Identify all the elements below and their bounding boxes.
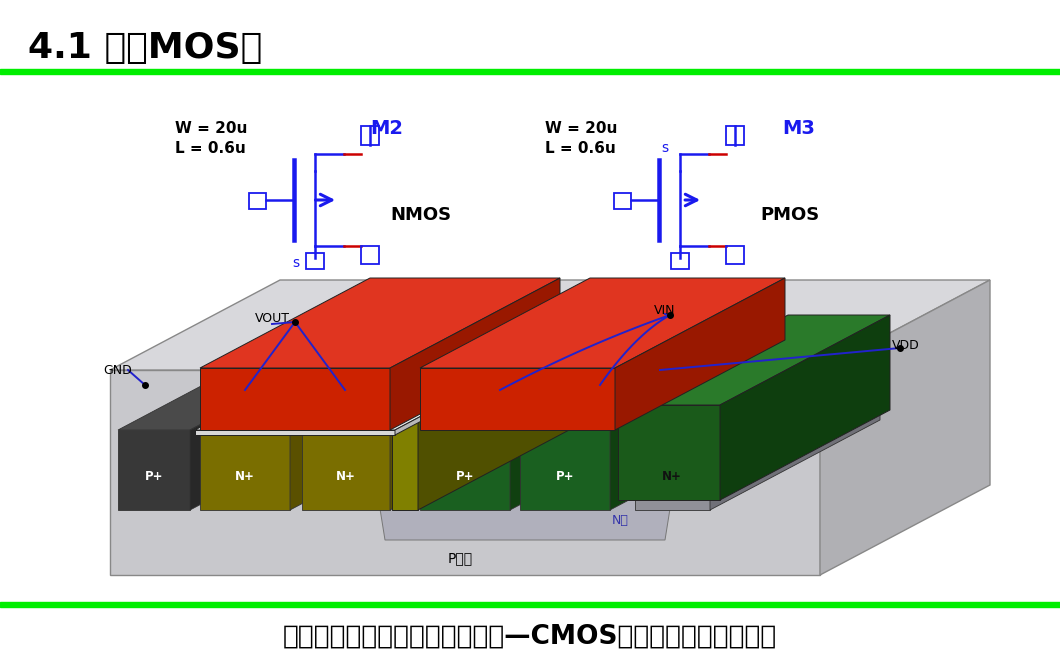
Text: VIN: VIN (654, 304, 675, 316)
Polygon shape (200, 430, 290, 510)
Text: P+: P+ (456, 469, 474, 483)
Polygon shape (618, 315, 890, 405)
Polygon shape (392, 310, 588, 400)
Bar (671, 253, 689, 269)
Bar (726, 246, 744, 265)
Polygon shape (200, 278, 560, 368)
Text: L = 0.6u: L = 0.6u (175, 141, 246, 156)
Polygon shape (420, 278, 785, 368)
Polygon shape (118, 340, 360, 430)
Polygon shape (365, 415, 685, 540)
Bar (0, 602, 1060, 607)
Text: M3: M3 (782, 119, 815, 137)
Text: 4.1 单个MOS管: 4.1 单个MOS管 (28, 31, 262, 65)
Text: M2: M2 (370, 119, 403, 137)
Text: s: s (293, 256, 300, 270)
Text: P+: P+ (145, 469, 163, 483)
Polygon shape (390, 340, 560, 510)
Polygon shape (392, 400, 418, 510)
Text: N+: N+ (336, 469, 356, 483)
Text: N+: N+ (662, 469, 682, 483)
Polygon shape (418, 310, 588, 510)
Polygon shape (510, 340, 681, 510)
Polygon shape (520, 340, 780, 430)
Polygon shape (302, 340, 560, 430)
Polygon shape (520, 430, 610, 510)
Text: VDD: VDD (893, 339, 920, 351)
Text: L = 0.6u: L = 0.6u (545, 141, 616, 156)
Polygon shape (200, 340, 460, 430)
Polygon shape (195, 430, 395, 435)
Polygon shape (118, 430, 190, 510)
Text: VOUT: VOUT (254, 312, 289, 324)
Text: W = 20u: W = 20u (175, 121, 247, 135)
Text: PMOS: PMOS (760, 206, 819, 224)
Text: 一千个人眼中有一千个哈姆雷特—CMOS模拟集成电路也是一样: 一千个人眼中有一千个哈姆雷特—CMOS模拟集成电路也是一样 (283, 624, 777, 650)
Polygon shape (302, 430, 390, 510)
Polygon shape (420, 430, 510, 510)
Polygon shape (710, 340, 880, 510)
Polygon shape (615, 278, 785, 430)
Text: NMOS: NMOS (390, 206, 452, 224)
Polygon shape (820, 280, 990, 575)
Text: W = 20u: W = 20u (545, 121, 617, 135)
Bar (726, 127, 744, 145)
Text: P衬底: P衬底 (447, 551, 473, 565)
Polygon shape (195, 340, 565, 430)
Text: N阱: N阱 (612, 514, 629, 526)
Polygon shape (290, 340, 460, 510)
Bar (615, 193, 631, 210)
Bar (249, 193, 266, 210)
Polygon shape (420, 368, 615, 430)
Polygon shape (190, 340, 360, 510)
Polygon shape (618, 405, 720, 500)
Polygon shape (635, 340, 880, 430)
Polygon shape (390, 278, 560, 430)
Polygon shape (420, 340, 681, 430)
Polygon shape (110, 370, 820, 575)
Bar (305, 253, 324, 269)
Bar (361, 127, 379, 145)
Polygon shape (110, 280, 990, 370)
Bar (361, 246, 379, 265)
Polygon shape (395, 340, 565, 435)
Text: s: s (661, 141, 669, 155)
Bar (0, 69, 1060, 74)
Text: GND: GND (103, 363, 131, 377)
Polygon shape (610, 340, 780, 510)
Polygon shape (200, 368, 390, 430)
Text: P+: P+ (555, 469, 575, 483)
Text: N+: N+ (235, 469, 255, 483)
Polygon shape (720, 315, 890, 500)
Polygon shape (635, 430, 710, 510)
